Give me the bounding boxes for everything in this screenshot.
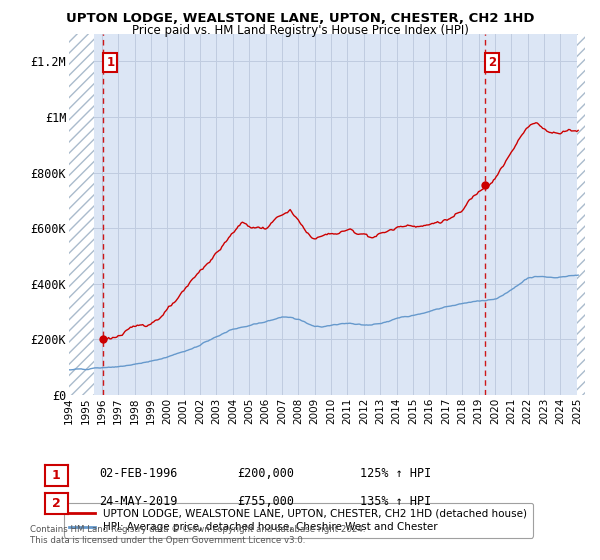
Text: 1: 1 (52, 469, 61, 482)
Text: 1: 1 (106, 56, 115, 69)
Bar (577, 34, 585, 395)
Text: 125% ↑ HPI: 125% ↑ HPI (360, 466, 431, 480)
Text: 24-MAY-2019: 24-MAY-2019 (99, 494, 178, 508)
Text: 135% ↑ HPI: 135% ↑ HPI (360, 494, 431, 508)
Text: £200,000: £200,000 (237, 466, 294, 480)
Text: £755,000: £755,000 (237, 494, 294, 508)
Text: Price paid vs. HM Land Registry's House Price Index (HPI): Price paid vs. HM Land Registry's House … (131, 24, 469, 36)
Text: Contains HM Land Registry data © Crown copyright and database right 2024.
This d: Contains HM Land Registry data © Crown c… (30, 525, 365, 545)
Bar (69, 34, 94, 395)
Text: 2: 2 (488, 56, 496, 69)
Text: 02-FEB-1996: 02-FEB-1996 (99, 466, 178, 480)
Text: 2: 2 (52, 497, 61, 510)
Legend: UPTON LODGE, WEALSTONE LANE, UPTON, CHESTER, CH2 1HD (detached house), HPI: Aver: UPTON LODGE, WEALSTONE LANE, UPTON, CHES… (64, 503, 533, 538)
Text: UPTON LODGE, WEALSTONE LANE, UPTON, CHESTER, CH2 1HD: UPTON LODGE, WEALSTONE LANE, UPTON, CHES… (66, 12, 534, 25)
